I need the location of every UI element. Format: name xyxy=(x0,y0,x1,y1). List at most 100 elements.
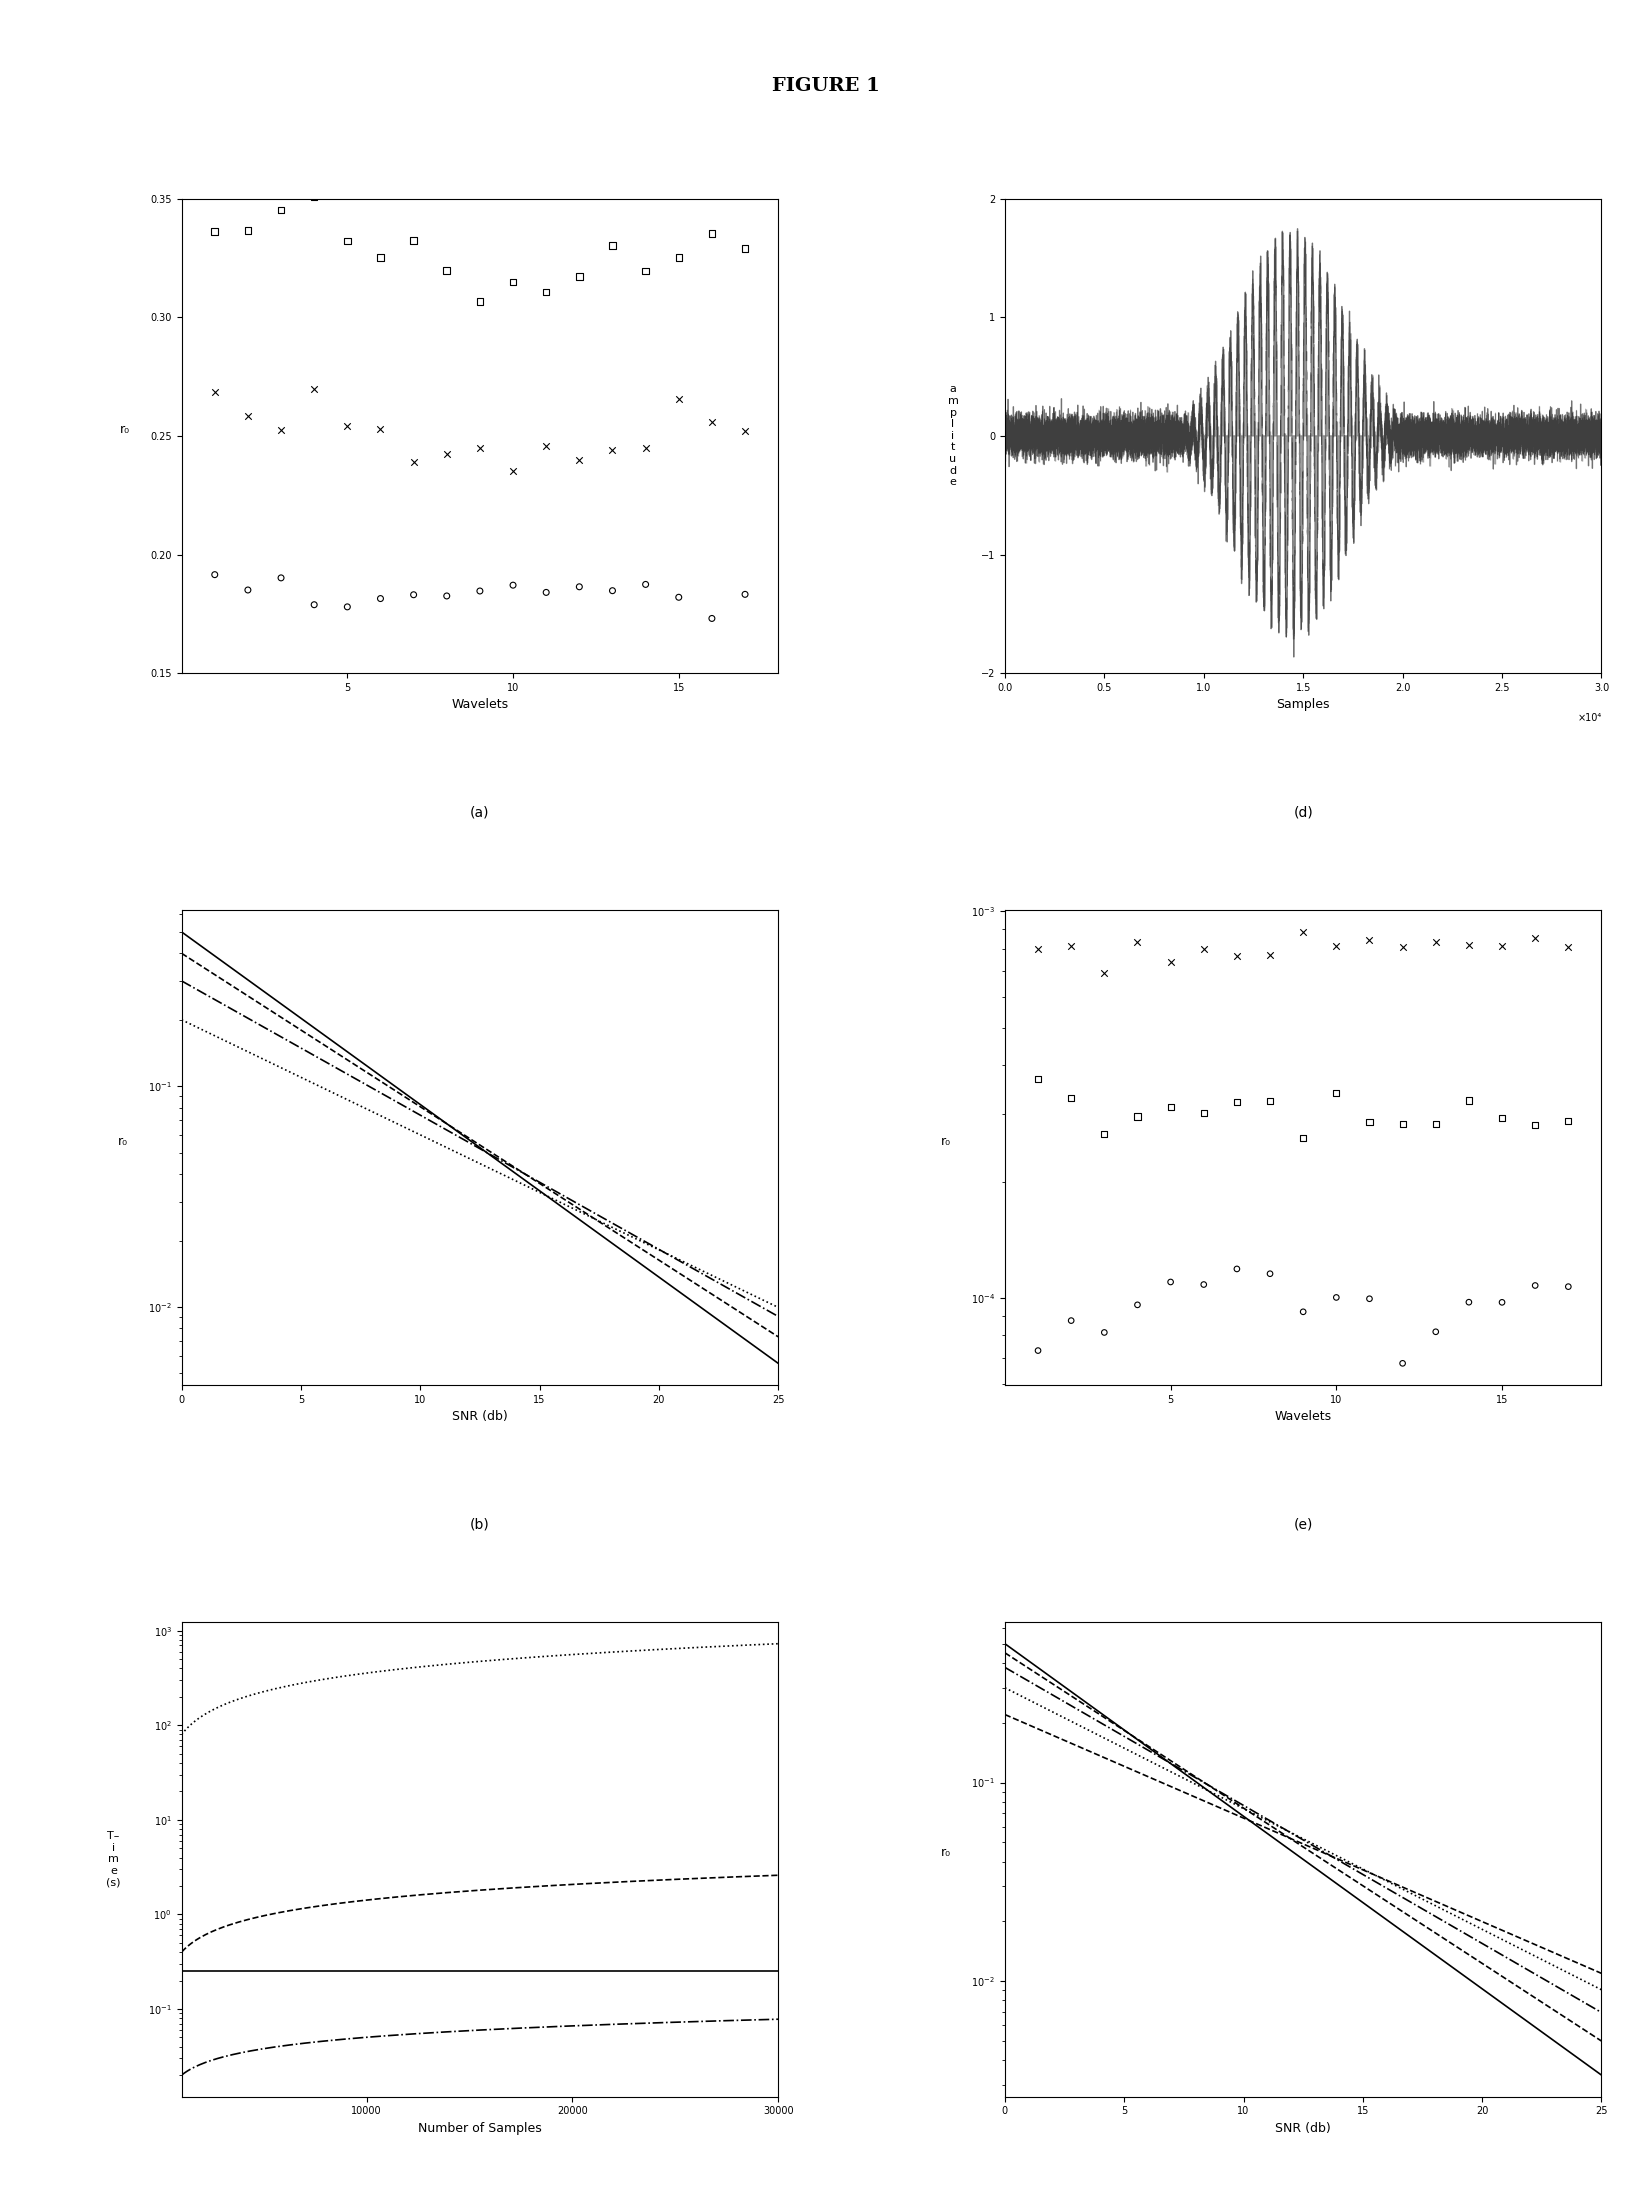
Point xyxy=(1124,925,1151,960)
Point xyxy=(632,567,659,603)
Point xyxy=(267,192,294,227)
Point xyxy=(665,241,692,276)
Point xyxy=(1289,1121,1316,1156)
Y-axis label: r₀: r₀ xyxy=(941,1134,951,1148)
Point xyxy=(599,433,626,468)
Point xyxy=(1223,938,1250,973)
Point xyxy=(201,556,228,591)
Point xyxy=(300,587,327,622)
Point xyxy=(1025,1062,1052,1097)
Point xyxy=(1390,1346,1417,1382)
Point xyxy=(1157,1265,1184,1300)
Y-axis label: T–
i
m
e
(s): T– i m e (s) xyxy=(106,1832,121,1887)
Point xyxy=(1025,931,1052,967)
X-axis label: Number of Samples: Number of Samples xyxy=(418,2121,542,2134)
Point xyxy=(1489,1284,1516,1320)
Point xyxy=(234,212,261,247)
X-axis label: Wavelets: Wavelets xyxy=(1275,1410,1332,1424)
Point xyxy=(1355,1280,1382,1315)
Point xyxy=(632,430,659,466)
Point xyxy=(1190,1267,1217,1302)
Point xyxy=(731,576,758,611)
Point xyxy=(1289,1293,1316,1329)
Point xyxy=(401,223,428,258)
Point xyxy=(599,227,626,263)
Point xyxy=(401,576,428,611)
Point xyxy=(1456,1084,1483,1119)
Y-axis label: r₀: r₀ xyxy=(941,1847,951,1858)
Point xyxy=(665,382,692,417)
Point xyxy=(698,600,725,636)
Point xyxy=(1091,1117,1118,1152)
Point xyxy=(1058,1081,1085,1117)
Text: (e): (e) xyxy=(1293,1518,1313,1532)
Point xyxy=(566,441,593,477)
X-axis label: Samples: Samples xyxy=(1276,697,1331,711)
Point xyxy=(500,567,527,603)
Text: (a): (a) xyxy=(471,806,490,821)
Point xyxy=(1289,914,1316,949)
Point xyxy=(500,455,527,490)
Point xyxy=(1124,1287,1151,1322)
Point xyxy=(300,179,327,214)
Point xyxy=(201,214,228,249)
Point xyxy=(434,578,461,614)
Point xyxy=(1456,1284,1483,1320)
Point xyxy=(1355,923,1382,958)
Y-axis label: r₀: r₀ xyxy=(121,424,130,435)
X-axis label: Wavelets: Wavelets xyxy=(451,697,509,711)
Point xyxy=(1256,938,1283,973)
Point xyxy=(1025,1333,1052,1368)
Point xyxy=(1489,1101,1516,1137)
Point xyxy=(731,232,758,267)
Point xyxy=(533,574,560,609)
Point xyxy=(1058,927,1085,962)
Point xyxy=(533,428,560,463)
Point xyxy=(1223,1084,1250,1119)
Point xyxy=(334,589,360,625)
Point xyxy=(1322,1280,1349,1315)
Point xyxy=(201,373,228,408)
Point xyxy=(1091,956,1118,991)
Text: FIGURE 1: FIGURE 1 xyxy=(771,77,880,95)
Point xyxy=(267,561,294,596)
Point xyxy=(1390,1106,1417,1141)
Point xyxy=(1423,1313,1450,1348)
Y-axis label: r₀: r₀ xyxy=(119,1134,129,1148)
Point xyxy=(367,580,393,616)
Point xyxy=(1489,929,1516,964)
Point xyxy=(698,216,725,252)
Point xyxy=(698,404,725,439)
Point xyxy=(1522,920,1549,956)
Point xyxy=(1157,945,1184,980)
Point xyxy=(1058,1302,1085,1337)
Point xyxy=(632,254,659,289)
X-axis label: SNR (db): SNR (db) xyxy=(452,1410,509,1424)
Point xyxy=(1555,929,1582,964)
Point xyxy=(434,437,461,472)
Point xyxy=(500,265,527,300)
Point xyxy=(367,413,393,448)
Point xyxy=(367,241,393,276)
Point xyxy=(1456,927,1483,962)
Point xyxy=(731,413,758,448)
Point xyxy=(334,408,360,444)
Point xyxy=(334,223,360,258)
Point xyxy=(1555,1104,1582,1139)
Point xyxy=(566,258,593,294)
Point xyxy=(1390,929,1417,964)
Y-axis label: a
m
p
l
i
t
u
d
e: a m p l i t u d e xyxy=(948,384,959,488)
Point xyxy=(1223,1251,1250,1287)
Point xyxy=(234,572,261,607)
Point xyxy=(234,397,261,433)
Point xyxy=(467,285,494,320)
Point xyxy=(1157,1090,1184,1126)
Point xyxy=(300,371,327,406)
Point xyxy=(599,574,626,609)
Point xyxy=(1124,1099,1151,1134)
Text: ×10⁴: ×10⁴ xyxy=(1577,713,1601,722)
Point xyxy=(1522,1108,1549,1143)
Point xyxy=(1256,1084,1283,1119)
Point xyxy=(1190,931,1217,967)
Point xyxy=(401,444,428,479)
